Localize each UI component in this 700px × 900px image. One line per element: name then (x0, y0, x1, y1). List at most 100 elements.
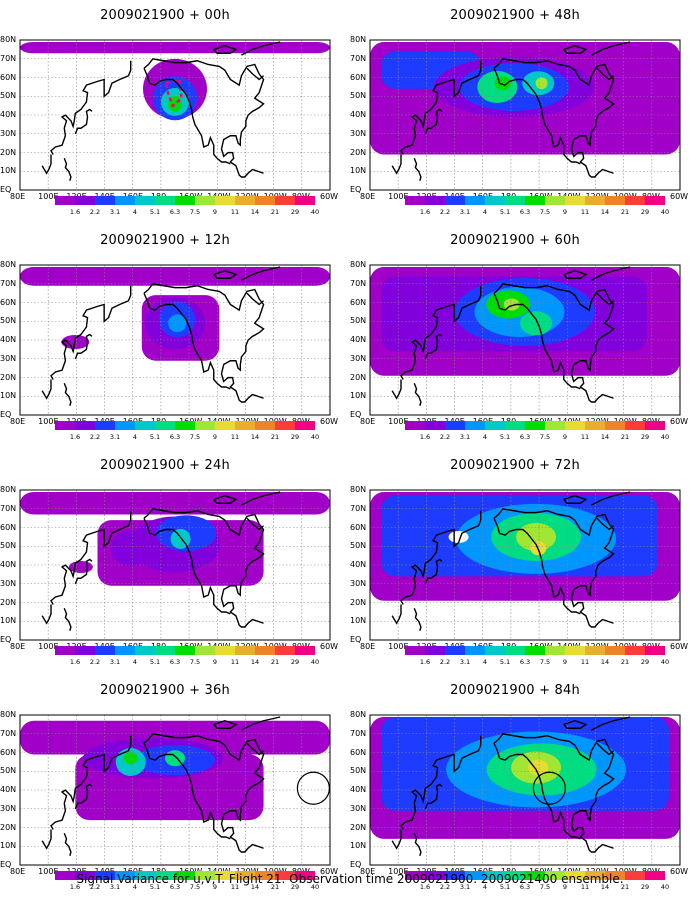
colorbar-swatch (115, 421, 135, 430)
coastline (63, 157, 72, 181)
lat-tick-label: EQ (350, 185, 362, 194)
colorbar-label: 5.1 (149, 883, 161, 891)
coastline (246, 67, 265, 81)
lat-tick-label: 40N (350, 560, 367, 569)
colorbar-swatch (55, 421, 75, 430)
lat-tick-label: 40N (0, 785, 17, 794)
colorbar-label: 11 (230, 433, 240, 441)
lat-tick-label: 50N (350, 316, 367, 326)
map-frame (19, 39, 331, 191)
colorbar-label: 3.1 (109, 658, 121, 666)
coastlines (41, 716, 281, 856)
colorbar-swatch (95, 196, 115, 205)
colorbar-label: 7.5 (189, 208, 201, 216)
colorbar-swatch (625, 196, 645, 205)
coastlines (391, 716, 631, 856)
colorbar-swatch (255, 871, 275, 880)
colorbar-swatch (645, 196, 665, 205)
colorbar-swatch (425, 871, 445, 880)
colorbar-swatch (585, 871, 605, 880)
colorbar-label: 5.1 (499, 883, 511, 891)
colorbar-label: 3.1 (459, 208, 471, 216)
colorbar-swatch (645, 646, 665, 655)
colorbar-swatch (55, 646, 75, 655)
lat-tick-label: EQ (350, 860, 362, 869)
lat-tick-label: 70N (350, 728, 367, 738)
lat-tick-label: 70N (0, 278, 17, 288)
colorbar-swatch (55, 871, 75, 880)
lat-tick-label: 40N (0, 560, 17, 569)
colorbar-label: 3.1 (109, 208, 121, 216)
coastline (74, 333, 93, 360)
coastline (241, 716, 281, 731)
panel-title: 2009021900 + 36h (100, 683, 230, 698)
lon-tick-label: 80E (360, 192, 376, 201)
colorbar-label: 5.1 (149, 208, 161, 216)
panel-title: 2009021900 + 72h (450, 458, 580, 473)
colorbar-label: 3.1 (109, 433, 121, 441)
coastline (591, 716, 631, 731)
coastline (493, 517, 581, 615)
colorbar-swatch (75, 871, 95, 880)
coastline (63, 832, 72, 856)
lat-tick-label: 30N (350, 803, 367, 813)
colorbar-swatch (425, 421, 445, 430)
colorbar-label: 14 (250, 658, 260, 666)
colorbar-label: 9 (562, 208, 568, 216)
colorbar-label: 9 (562, 658, 568, 666)
colorbar-label: 7.5 (539, 658, 551, 666)
coastline (50, 510, 132, 605)
colorbar-label: 14 (600, 883, 610, 891)
lat-tick-label: 40N (0, 110, 17, 119)
colorbar-swatch (235, 196, 255, 205)
colorbar-swatch (275, 646, 295, 655)
lon-tick-label: 80E (360, 642, 376, 651)
coastline (143, 508, 265, 628)
coastlines (41, 41, 281, 181)
lat-tick-label: 50N (0, 91, 17, 101)
lon-tick-label: 100E (38, 417, 59, 426)
colorbar-swatch (485, 871, 505, 880)
lon-tick-label: 80E (10, 417, 26, 426)
colorbar-swatch (565, 646, 585, 655)
colorbar-label: 6.3 (519, 208, 531, 216)
map-panel: 2009021900 + 48h 80N 70N 60N 50N 40N 30N 20N 10N… (350, 0, 700, 225)
map-frame (19, 714, 331, 866)
lat-tick-label: EQ (0, 185, 12, 194)
lat-tick-label: EQ (0, 635, 12, 644)
colorbar-label: 40 (660, 208, 670, 216)
colorbar-swatch (175, 421, 195, 430)
lon-tick-label: 80E (10, 192, 26, 201)
colorbar-label: 1.6 (419, 883, 431, 891)
lon-tick-label: 100E (388, 192, 409, 201)
colorbar-label: 29 (640, 208, 650, 216)
coastline (241, 41, 281, 56)
lat-tick-label: 20N (350, 147, 367, 157)
coastlines (391, 41, 631, 181)
colorbar-label: 4 (482, 658, 488, 666)
colorbar-swatch (195, 871, 215, 880)
coastline (74, 558, 93, 585)
colorbar-swatch (215, 646, 235, 655)
colorbar-swatch (545, 871, 565, 880)
lon-tick-label: 80E (10, 642, 26, 651)
colorbar-swatch (405, 421, 425, 430)
colorbar-swatch (645, 421, 665, 430)
colorbar-label: 9 (562, 883, 568, 891)
colorbar-swatch (115, 646, 135, 655)
lat-tick-label: 70N (0, 503, 17, 513)
colorbar-label: 29 (290, 883, 300, 891)
colorbar-label: 29 (290, 658, 300, 666)
panel-title: 2009021900 + 00h (100, 8, 230, 23)
colorbar-label: 21 (270, 433, 280, 441)
map-frame (369, 264, 681, 416)
lat-tick-label: 80N (350, 485, 367, 494)
colorbar-label: 40 (660, 658, 670, 666)
coastline (143, 283, 265, 403)
coastline (493, 58, 615, 178)
colorbar-swatch (255, 196, 275, 205)
map-plot (369, 39, 681, 191)
colorbar-swatch (645, 871, 665, 880)
colorbar-swatch (625, 646, 645, 655)
lon-tick-label: 100E (388, 417, 409, 426)
